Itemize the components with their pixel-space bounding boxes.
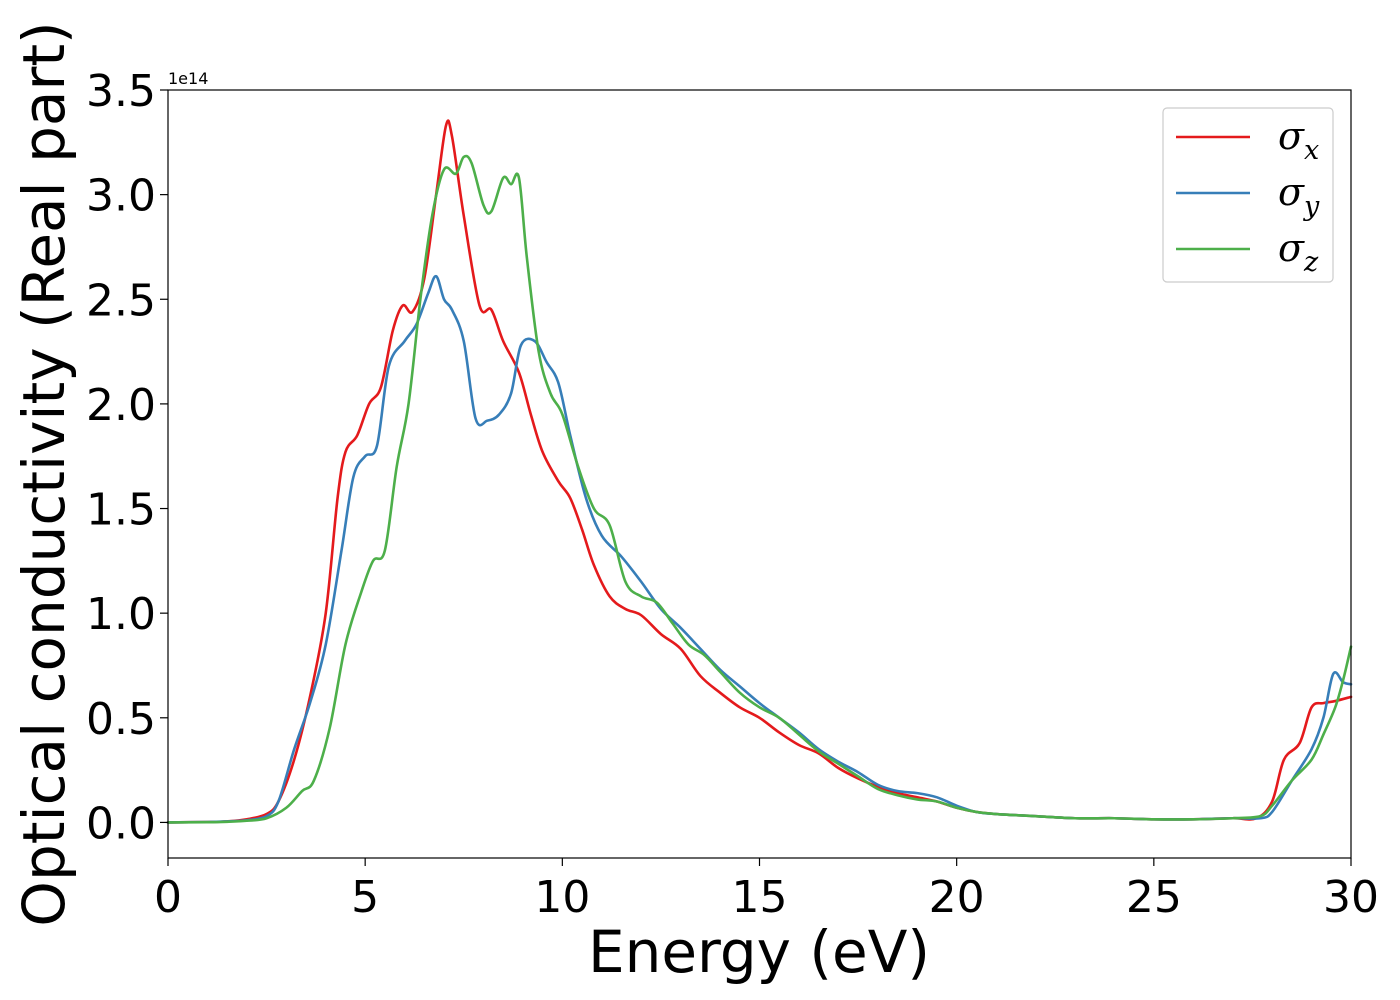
legend-label-x: σx [1278, 114, 1319, 166]
x-axis: 0 5 10 15 20 25 30 [154, 858, 1379, 923]
y-tick-label: 0.5 [86, 694, 156, 745]
y-tick-label: 3.0 [86, 171, 156, 222]
x-axis-title: Energy (eV) [588, 918, 930, 986]
x-tick-label: 25 [1126, 872, 1182, 923]
y-tick-label: 0.0 [86, 798, 156, 849]
y-axis-title: Optical conductivity (Real part) [10, 21, 78, 926]
y-axis-offset-label: 1e14 [168, 69, 208, 88]
y-tick-label: 2.0 [86, 380, 156, 431]
series-layer [166, 119, 1353, 824]
y-tick-label: 1.5 [86, 485, 156, 536]
series-line-z [166, 154, 1353, 824]
x-tick-label: 5 [351, 872, 379, 923]
x-tick-label: 10 [534, 872, 590, 923]
legend-box [1162, 107, 1334, 283]
legend-label-z: σz [1278, 226, 1319, 278]
y-axis: 0.0 0.5 1.0 1.5 2.0 2.5 3.0 3.5 [86, 66, 168, 849]
y-tick-label: 3.5 [86, 66, 156, 117]
x-tick-label: 15 [732, 872, 788, 923]
x-tick-label: 0 [154, 872, 182, 923]
y-tick-label: 2.5 [86, 275, 156, 326]
x-tick-label: 30 [1323, 872, 1379, 923]
x-tick-label: 20 [929, 872, 985, 923]
legend-label-y: σy [1278, 170, 1320, 222]
y-tick-label: 1.0 [86, 589, 156, 640]
